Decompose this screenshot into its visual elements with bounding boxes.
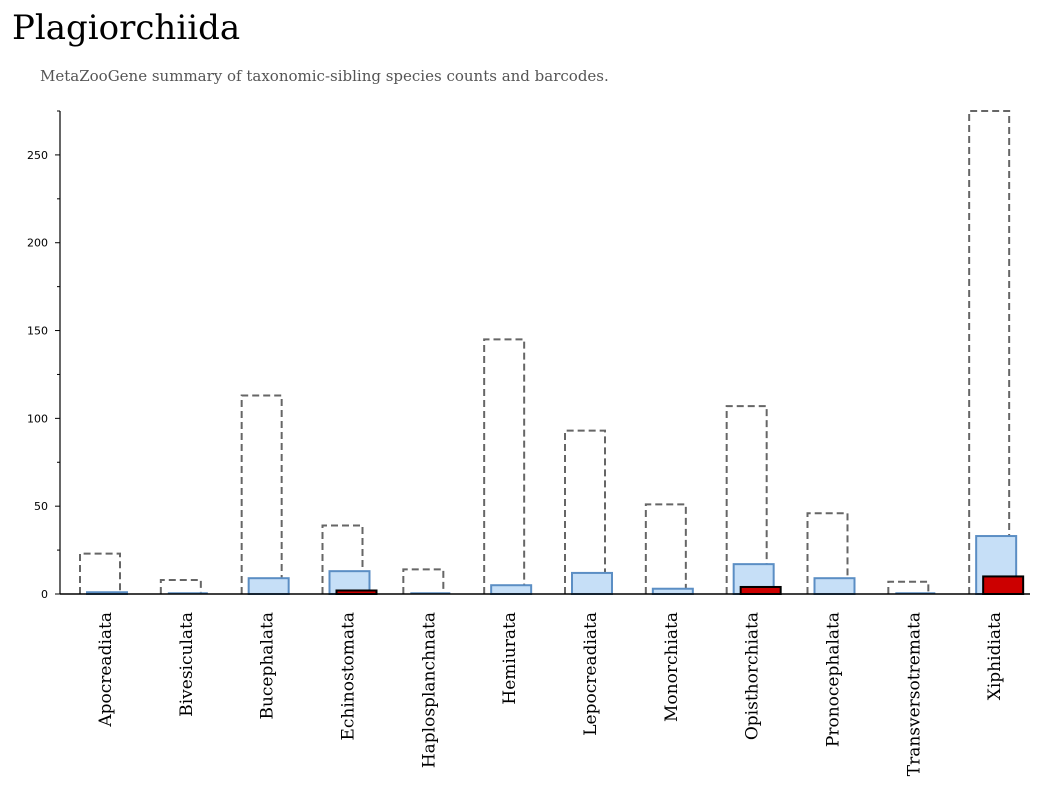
bar-species — [813, 577, 856, 596]
x-tick-label: Xiphidiata — [985, 612, 1005, 700]
x-tick-label: Hemiurata — [500, 612, 520, 705]
bar-total-outline — [564, 429, 606, 594]
bar-species — [490, 584, 533, 596]
x-tick-label: Haplosplanchnata — [419, 612, 439, 768]
y-tick-label: 50 — [34, 500, 48, 513]
bar-species — [651, 587, 694, 595]
bar-barcodes — [739, 585, 782, 596]
bar-barcodes — [982, 575, 1025, 595]
bar-total-outline — [644, 503, 687, 594]
x-tick-label: Lepocreadiata — [581, 612, 601, 736]
bar-total-outline — [321, 524, 364, 594]
bar-total-outline — [725, 405, 768, 594]
bar-total-outline — [79, 552, 121, 594]
x-tick-label: Apocreadiata — [96, 612, 116, 728]
x-tick-label: Echinostomata — [338, 612, 358, 741]
bar-species — [247, 577, 290, 596]
bar-total-outline — [159, 578, 202, 594]
y-tick-label: 250 — [27, 149, 48, 162]
bar-total-outline — [240, 394, 283, 594]
bar-total-outline — [968, 110, 1011, 594]
y-tick-label: 100 — [27, 412, 48, 425]
x-tick-label: Monorchiata — [662, 612, 682, 722]
y-tick-label: 150 — [27, 325, 48, 338]
page-title: Plagiorchiida — [12, 8, 241, 48]
y-tick-label: 0 — [41, 588, 48, 601]
bar-total-outline — [806, 512, 849, 594]
x-tick-label: Bucephalata — [258, 612, 278, 720]
page-subtitle: MetaZooGene summary of taxonomic-sibling… — [40, 67, 609, 85]
x-tick-label: Bivesiculata — [177, 612, 197, 717]
y-tick-label: 200 — [27, 237, 48, 250]
bar-total-outline — [402, 568, 445, 594]
x-tick-label: Opisthorchiata — [743, 612, 763, 740]
bar-species — [571, 571, 613, 596]
x-tick-label: Pronocephalata — [823, 612, 843, 747]
bar-total-outline — [483, 338, 526, 594]
bar-total-outline — [887, 580, 930, 594]
x-tick-label: Transversotremata — [904, 612, 924, 776]
